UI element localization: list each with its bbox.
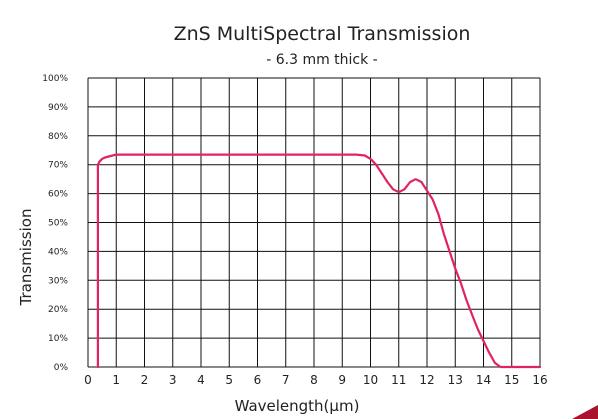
series-layer bbox=[96, 153, 542, 369]
x-tick-label: 8 bbox=[310, 373, 318, 387]
x-tick-label: 3 bbox=[169, 373, 177, 387]
corner-accent bbox=[572, 405, 598, 419]
x-tick-label: 15 bbox=[504, 373, 519, 387]
x-tick-label: 10 bbox=[363, 373, 378, 387]
x-tick-label: 1 bbox=[112, 373, 120, 387]
series-line-transmission bbox=[96, 153, 542, 369]
x-tick-label: 11 bbox=[391, 373, 406, 387]
x-tick-label: 0 bbox=[84, 373, 92, 387]
y-tick-label: 80% bbox=[48, 132, 68, 142]
y-tick-label: 100% bbox=[42, 74, 68, 84]
axis-ticks: 0 1 2 3 4 5 6 7 8 9 10 11 12 13 14 15 160%10%20%30%40%50… bbox=[42, 74, 547, 387]
x-tick-label: 14 bbox=[476, 373, 491, 387]
y-tick-label: 10% bbox=[48, 334, 68, 344]
y-tick-label: 0% bbox=[54, 363, 69, 373]
y-tick-label: 30% bbox=[48, 276, 68, 286]
x-tick-label: 16 bbox=[532, 373, 547, 387]
x-axis-label: Wavelength(μm) bbox=[235, 397, 360, 415]
y-tick-label: 20% bbox=[48, 305, 68, 315]
y-tick-label: 50% bbox=[48, 219, 68, 229]
x-tick-label: 7 bbox=[282, 373, 290, 387]
x-tick-label: 13 bbox=[448, 373, 463, 387]
x-tick-label: 9 bbox=[338, 373, 346, 387]
x-tick-label: 4 bbox=[197, 373, 205, 387]
y-tick-label: 70% bbox=[48, 161, 68, 171]
x-tick-label: 6 bbox=[254, 373, 262, 387]
y-tick-label: 90% bbox=[48, 103, 68, 113]
y-tick-label: 40% bbox=[48, 247, 68, 257]
chart-subtitle: - 6.3 mm thick - bbox=[266, 52, 378, 68]
plot-grid bbox=[87, 77, 541, 368]
y-tick-label: 60% bbox=[48, 190, 68, 200]
y-axis-label: Transmission bbox=[17, 209, 35, 307]
x-tick-label: 5 bbox=[225, 373, 233, 387]
x-tick-label: 12 bbox=[419, 373, 434, 387]
x-tick-label: 2 bbox=[141, 373, 149, 387]
chart-title: ZnS MultiSpectral Transmission bbox=[174, 23, 471, 45]
